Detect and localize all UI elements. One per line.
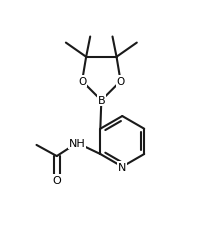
Text: O: O	[78, 77, 86, 87]
Text: N: N	[118, 162, 126, 172]
Text: O: O	[52, 176, 61, 185]
Text: B: B	[98, 96, 105, 106]
Text: O: O	[116, 77, 125, 87]
Text: NH: NH	[69, 138, 85, 148]
